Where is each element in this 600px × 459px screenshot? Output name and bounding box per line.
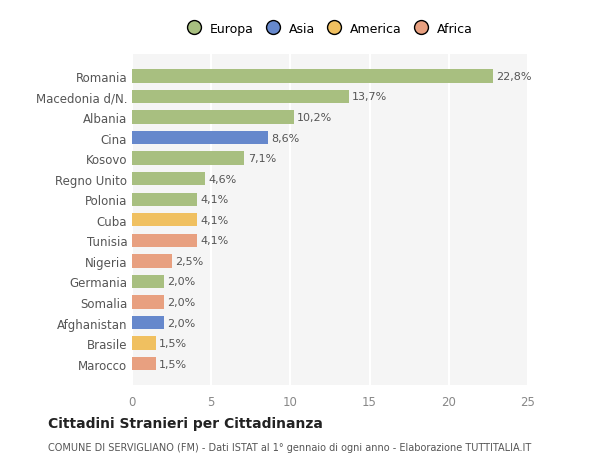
- Legend: Europa, Asia, America, Africa: Europa, Asia, America, Africa: [182, 18, 478, 41]
- Bar: [132, 111, 293, 124]
- Bar: [132, 152, 244, 165]
- Text: 1,5%: 1,5%: [159, 359, 187, 369]
- Text: 2,5%: 2,5%: [175, 256, 203, 266]
- Bar: [132, 70, 493, 84]
- Text: 2,0%: 2,0%: [167, 297, 195, 308]
- Text: 4,1%: 4,1%: [200, 215, 229, 225]
- Text: COMUNE DI SERVIGLIANO (FM) - Dati ISTAT al 1° gennaio di ogni anno - Elaborazion: COMUNE DI SERVIGLIANO (FM) - Dati ISTAT …: [48, 442, 531, 452]
- Bar: [132, 337, 156, 350]
- Bar: [132, 193, 197, 207]
- Bar: [132, 90, 349, 104]
- Text: 22,8%: 22,8%: [496, 72, 532, 82]
- Bar: [132, 357, 156, 370]
- Text: 1,5%: 1,5%: [159, 338, 187, 348]
- Text: 2,0%: 2,0%: [167, 277, 195, 287]
- Text: 4,6%: 4,6%: [208, 174, 236, 185]
- Text: 13,7%: 13,7%: [352, 92, 388, 102]
- Bar: [132, 132, 268, 145]
- Text: 4,1%: 4,1%: [200, 195, 229, 205]
- Bar: [132, 255, 172, 268]
- Text: 2,0%: 2,0%: [167, 318, 195, 328]
- Bar: [132, 234, 197, 247]
- Bar: [132, 213, 197, 227]
- Text: 7,1%: 7,1%: [248, 154, 276, 164]
- Bar: [132, 275, 164, 289]
- Text: 8,6%: 8,6%: [271, 133, 299, 143]
- Text: 4,1%: 4,1%: [200, 236, 229, 246]
- Text: Cittadini Stranieri per Cittadinanza: Cittadini Stranieri per Cittadinanza: [48, 416, 323, 430]
- Bar: [132, 296, 164, 309]
- Bar: [132, 173, 205, 186]
- Bar: [132, 316, 164, 330]
- Text: 10,2%: 10,2%: [297, 113, 332, 123]
